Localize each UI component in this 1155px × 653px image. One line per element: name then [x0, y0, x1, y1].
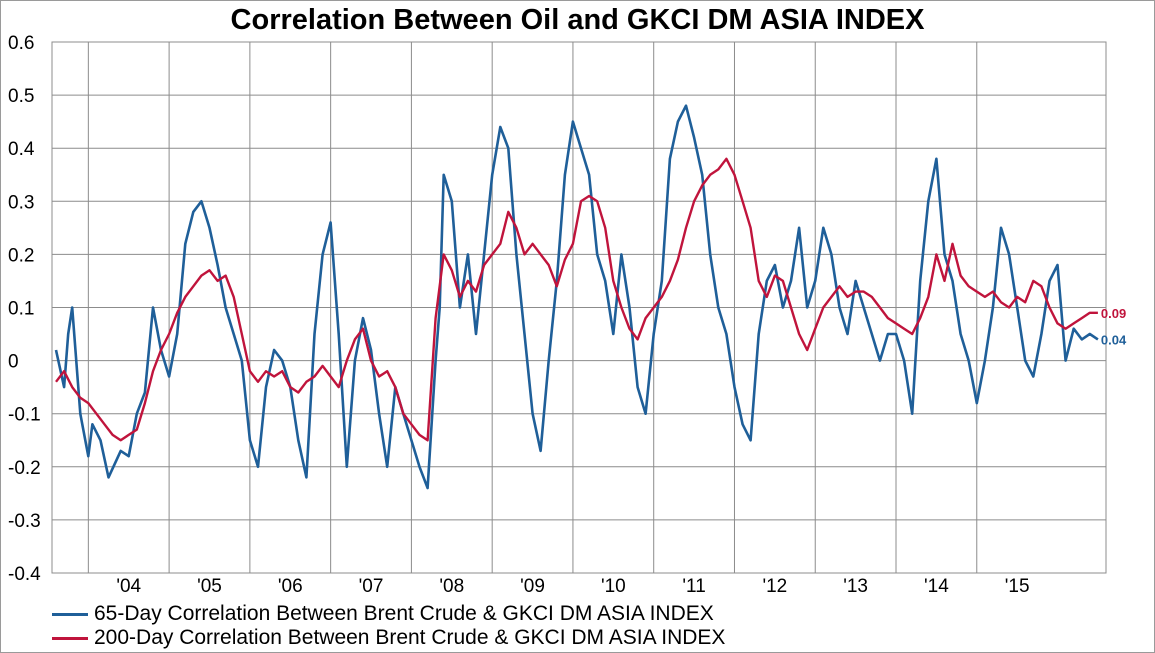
x-tick-label: '11: [682, 576, 705, 597]
y-tick-label: 0.1: [8, 299, 34, 320]
x-tick-label: '15: [1005, 576, 1030, 597]
y-tick-label: 0: [8, 352, 19, 373]
x-tick-label: '06: [278, 576, 303, 597]
x-tick-label: '08: [439, 576, 464, 597]
end-label-65-day: 0.04: [1101, 332, 1127, 347]
legend-swatch-65-day: [52, 612, 88, 616]
x-tick-label: '10: [601, 576, 626, 597]
x-tick-label: '07: [359, 576, 384, 597]
legend-label-65-day: 65-Day Correlation Between Brent Crude &…: [94, 602, 714, 625]
y-tick-label: 0.4: [8, 139, 35, 160]
legend-item-65-day: 65-Day Correlation Between Brent Crude &…: [52, 602, 725, 626]
x-tick-label: '05: [197, 576, 222, 597]
y-tick-label: -0.1: [8, 405, 41, 426]
y-tick-label: -0.3: [8, 511, 41, 532]
series-line-200-day: [55, 157, 1098, 442]
y-tick-label: 0.5: [8, 86, 34, 107]
x-tick-label: '09: [520, 576, 545, 597]
x-tick-label: '14: [924, 576, 949, 597]
legend-swatch-200-day: [52, 636, 88, 640]
series-line-65-day: [54, 104, 1099, 490]
legend-item-200-day: 200-Day Correlation Between Brent Crude …: [52, 626, 725, 650]
legend-label-200-day: 200-Day Correlation Between Brent Crude …: [94, 626, 726, 649]
y-tick-label: -0.2: [8, 458, 41, 479]
end-label-200-day: 0.09: [1101, 306, 1126, 321]
y-tick-label: 0.3: [8, 192, 34, 213]
chart-title: Correlation Between Oil and GKCI DM ASIA…: [230, 4, 925, 36]
legend: 65-Day Correlation Between Brent Crude &…: [52, 602, 725, 650]
x-tick-label: '13: [843, 576, 868, 597]
x-tick-label: '04: [116, 576, 141, 597]
y-tick-label: -0.4: [8, 564, 41, 585]
y-tick-label: 0.6: [8, 33, 34, 54]
x-tick-label: '12: [762, 576, 787, 597]
y-tick-label: 0.2: [8, 245, 34, 266]
